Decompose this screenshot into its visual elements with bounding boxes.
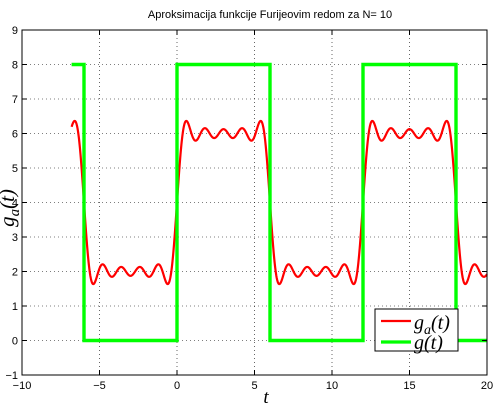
x-tick-label: 10 [326,380,338,392]
y-tick-label: 2 [12,267,18,279]
x-tick-label: 15 [403,380,415,392]
x-axis-label: t [263,387,269,406]
y-tick-label: 4 [12,198,18,210]
legend-label-g: g(t) [414,332,443,354]
chart-title: Aproksimacija funkcije Furijeovim redom … [148,9,392,21]
y-tick-label: 0 [12,336,18,348]
y-tick-label: 1 [12,301,18,313]
series-line-g [71,62,487,343]
series-line-ga [70,119,488,286]
y-axis-label: ga(t) [0,189,23,227]
svg-text:ga(t): ga(t) [0,189,23,227]
y-tick-label: −1 [5,370,18,382]
x-tick-label: 20 [481,380,493,392]
x-tick-label: 0 [174,380,180,392]
y-tick-label: 7 [12,94,18,106]
y-tick-label: 8 [12,60,18,72]
x-tick-label: −10 [13,380,32,392]
legend-box [374,308,459,352]
x-tick-label: −5 [93,380,106,392]
x-tick-label: 5 [251,380,257,392]
legend: ga(t) g(t) [374,308,459,354]
legend-label-ga: ga(t) [414,312,450,338]
y-tick-label: 3 [12,232,18,244]
y-tick-label: 6 [12,129,18,141]
y-tick-label: 9 [12,25,18,37]
series-layer [70,62,488,343]
y-tick-label: 5 [12,163,18,175]
